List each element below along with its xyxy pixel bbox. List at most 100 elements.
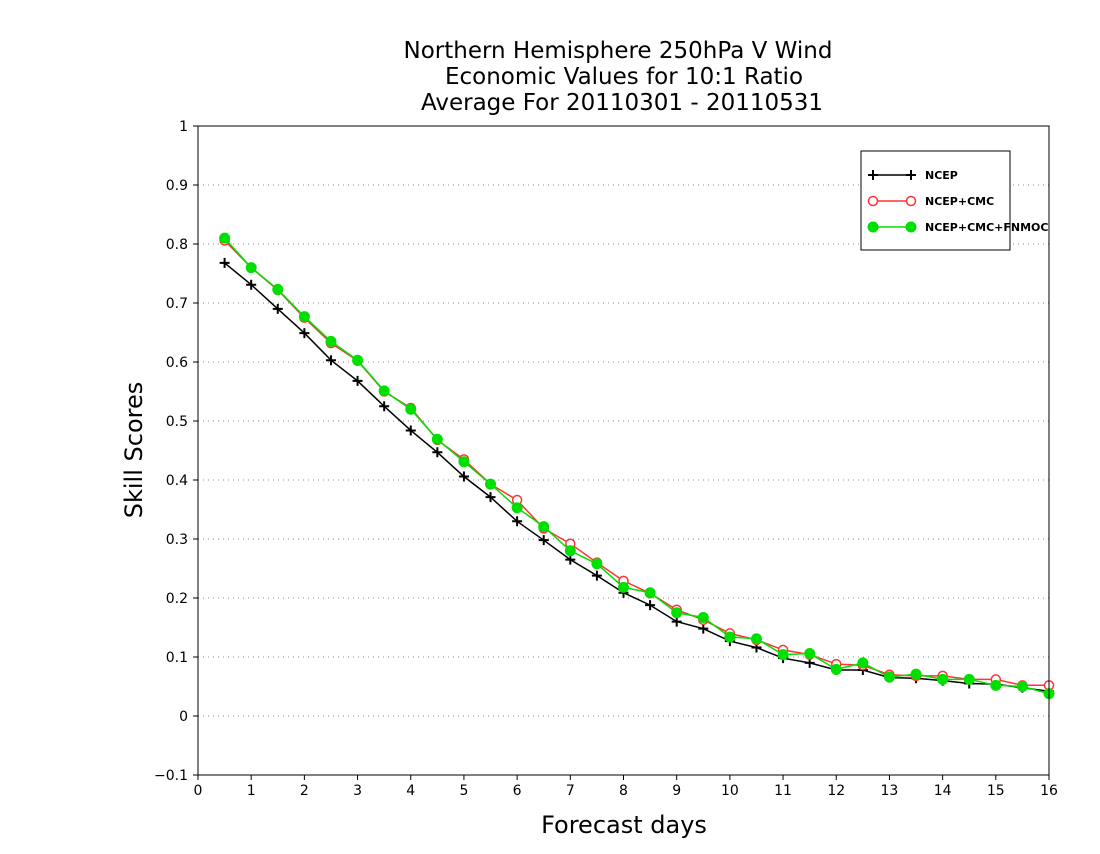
- data-point: [857, 657, 869, 669]
- x-tick-label: 12: [827, 783, 845, 799]
- x-tick-label: 9: [672, 783, 681, 799]
- x-tick-label: 8: [619, 783, 628, 799]
- data-point: [378, 385, 390, 397]
- series-ncep-cmc-fnmoc: [219, 232, 1055, 700]
- x-tick-label: 7: [566, 783, 575, 799]
- y-tick-label: −0.1: [154, 768, 188, 784]
- data-point: [645, 600, 656, 611]
- data-point: [564, 545, 576, 557]
- x-tick-label: 4: [406, 783, 415, 799]
- data-point: [219, 257, 230, 268]
- x-axis-label: Forecast days: [541, 811, 707, 839]
- legend-label: NCEP: [925, 169, 958, 182]
- x-tick-label: 14: [934, 783, 952, 799]
- data-point: [325, 335, 337, 347]
- data-point: [698, 623, 709, 634]
- y-tick-label: 0.8: [166, 237, 188, 253]
- data-point: [990, 679, 1002, 691]
- legend-item: NCEP+CMC: [867, 195, 994, 208]
- data-point: [458, 456, 470, 468]
- data-point: [219, 232, 231, 244]
- data-point: [697, 611, 709, 623]
- data-point: [724, 631, 736, 643]
- x-tick-label: 11: [774, 783, 792, 799]
- chart-title: Northern Hemisphere 250hPa V Wind Econom…: [404, 38, 833, 116]
- legend-marker: [867, 221, 879, 233]
- legend: NCEP NCEP+CMC NCEP+CMC+FNMOC: [860, 150, 1048, 251]
- legend-marker: [906, 170, 916, 180]
- series-line: [224, 239, 1049, 687]
- data-point: [910, 668, 922, 680]
- grid-lines: [198, 184, 1049, 717]
- data-point: [644, 587, 656, 599]
- x-tick-label: 1: [247, 783, 256, 799]
- data-point: [804, 647, 816, 659]
- data-point: [937, 673, 949, 685]
- data-point: [458, 471, 469, 482]
- data-point: [591, 570, 602, 581]
- x-tick-label: 16: [1040, 783, 1058, 799]
- data-point: [246, 279, 257, 290]
- y-tick-label: 0.9: [166, 178, 188, 194]
- series-layer: [219, 232, 1055, 700]
- legend-label: NCEP+CMC: [925, 195, 994, 208]
- data-point: [750, 633, 762, 645]
- data-point: [272, 283, 284, 295]
- data-point: [591, 558, 603, 570]
- data-point: [432, 447, 443, 458]
- series-ncep: [219, 257, 1054, 697]
- data-point: [405, 425, 416, 436]
- data-point: [299, 328, 310, 339]
- data-point: [565, 554, 576, 565]
- legend-marker: [905, 195, 917, 207]
- series-line: [224, 262, 1050, 692]
- series-line: [224, 237, 1050, 695]
- title-line-2: Economic Values for 10:1 Ratio: [445, 64, 803, 90]
- legend-item: NCEP+CMC+FNMOC: [867, 221, 1048, 234]
- y-tick-label: 0.4: [166, 473, 188, 489]
- data-point: [830, 663, 842, 675]
- data-point: [512, 516, 523, 527]
- data-point: [485, 492, 496, 503]
- plot-area-frame: [197, 125, 1050, 776]
- data-point: [298, 311, 310, 323]
- data-point: [405, 403, 417, 415]
- data-point: [538, 521, 550, 533]
- series-ncep-cmc: [219, 235, 1055, 691]
- data-point: [883, 671, 895, 683]
- y-tick-label: 0.5: [166, 414, 188, 430]
- data-point: [1016, 681, 1028, 692]
- legend-marker: [868, 170, 878, 180]
- x-tick-label: 10: [721, 783, 739, 799]
- y-tick-label: 1: [179, 119, 188, 135]
- y-tick-label: 0.3: [166, 532, 188, 548]
- legend-item: NCEP: [868, 169, 958, 182]
- data-point: [485, 478, 497, 490]
- data-point: [963, 673, 975, 685]
- data-point: [511, 502, 523, 514]
- x-tick-label: 13: [881, 783, 899, 799]
- data-point: [379, 401, 390, 412]
- y-tick-label: 0.1: [166, 650, 188, 666]
- legend-label: NCEP+CMC+FNMOC: [925, 221, 1048, 234]
- title-line-3: Average For 20110301 - 20110531: [421, 90, 823, 116]
- x-tick-label: 15: [987, 783, 1005, 799]
- data-point: [272, 303, 283, 314]
- data-point: [671, 616, 682, 627]
- legend-marker: [867, 195, 879, 207]
- data-point: [777, 649, 789, 661]
- data-point: [352, 375, 363, 386]
- x-tick-label: 5: [459, 783, 468, 799]
- data-point: [431, 433, 443, 445]
- y-tick-label: 0.7: [166, 296, 188, 312]
- y-tick-label: 0.2: [166, 591, 188, 607]
- data-point: [538, 535, 549, 546]
- y-tick-label: 0.6: [166, 355, 188, 371]
- x-tick-label: 3: [353, 783, 362, 799]
- y-tick-label: 0: [179, 709, 188, 725]
- data-point: [325, 355, 336, 366]
- y-axis-label: Skill Scores: [120, 382, 148, 519]
- data-point: [671, 607, 683, 619]
